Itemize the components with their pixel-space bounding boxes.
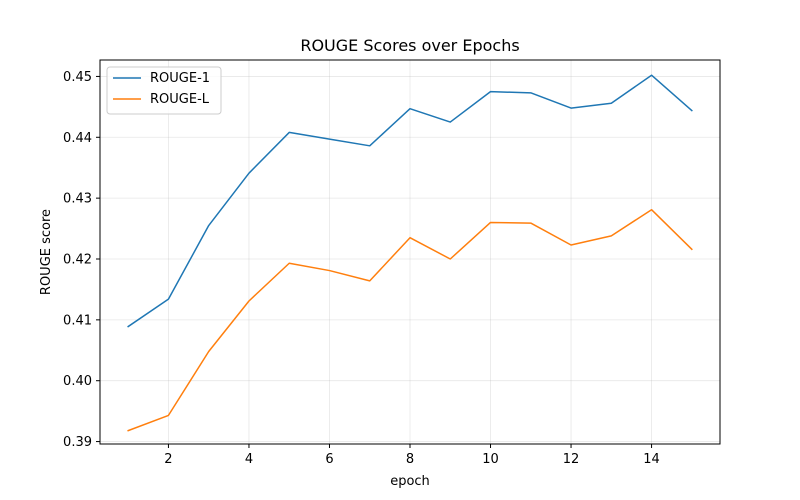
legend-label-rouge-l: ROUGE-L xyxy=(150,92,210,107)
y-axis-label: ROUGE score xyxy=(39,209,54,295)
y-tick-label: 0.44 xyxy=(63,131,92,146)
x-tick-label: 6 xyxy=(325,452,333,467)
y-tick-label: 0.40 xyxy=(63,374,92,389)
chart-title: ROUGE Scores over Epochs xyxy=(300,36,519,55)
series-line-rouge-1 xyxy=(127,74,693,328)
series-line-rouge-l xyxy=(127,208,693,432)
x-tick-label: 8 xyxy=(406,452,414,467)
series-lines xyxy=(127,74,693,432)
grid-lines xyxy=(100,60,720,444)
x-tick-label: 12 xyxy=(563,452,580,467)
x-tick-label: 4 xyxy=(245,452,253,467)
axis-ticks: 2 4 6 8 10 12 14 0.39 0.40 0.41 0.42 0.43 0.44 0.45 xyxy=(63,70,660,467)
y-tick-label: 0.41 xyxy=(63,313,92,328)
y-tick-label: 0.39 xyxy=(63,435,92,450)
x-axis-label: epoch xyxy=(390,474,430,489)
x-tick-label: 2 xyxy=(164,452,172,467)
legend-label-rouge-1: ROUGE-1 xyxy=(150,71,210,86)
y-tick-label: 0.43 xyxy=(63,192,92,207)
x-tick-label: 10 xyxy=(482,452,499,467)
x-tick-label: 14 xyxy=(643,452,660,467)
y-tick-label: 0.42 xyxy=(63,252,92,267)
legend: ROUGE-1 ROUGE-L xyxy=(106,66,222,115)
y-tick-label: 0.45 xyxy=(63,70,92,85)
